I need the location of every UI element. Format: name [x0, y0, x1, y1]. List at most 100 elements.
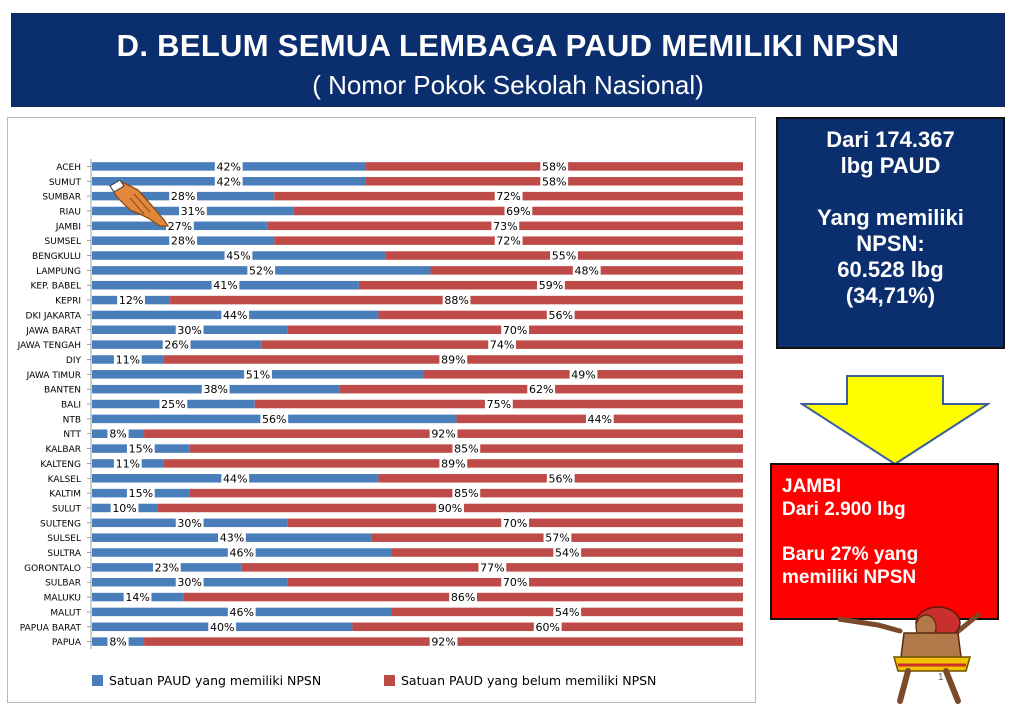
- data-label-belum-bg: [484, 397, 513, 412]
- data-label-memiliki: 8%: [109, 636, 126, 649]
- data-label-memiliki-bg: [169, 189, 198, 204]
- summary-line: 60.528 lbg: [837, 257, 944, 282]
- data-label-memiliki-bg: [113, 352, 142, 367]
- title-banner: D. BELUM SEMUA LEMBAGA PAUD MEMILIKI NPS…: [11, 13, 1005, 107]
- category-label: KEPRI: [55, 297, 81, 307]
- data-label-memiliki-bg: [175, 322, 204, 337]
- data-label-memiliki-bg: [159, 397, 188, 412]
- jambi-line: memiliki NPSN: [782, 567, 917, 588]
- data-label-memiliki-bg: [247, 263, 276, 278]
- data-label-belum-bg: [585, 411, 614, 426]
- category-label: NTB: [63, 415, 81, 425]
- data-label-belum: 70%: [503, 324, 527, 337]
- data-label-belum-bg: [550, 248, 578, 263]
- category-label: SULBAR: [45, 579, 81, 589]
- data-label-memiliki-bg: [227, 545, 256, 560]
- data-label-belum-bg: [501, 575, 530, 590]
- data-label-belum: 89%: [441, 457, 465, 470]
- data-label-memiliki: 44%: [223, 472, 247, 485]
- data-label-belum: 54%: [555, 547, 579, 560]
- data-label-memiliki: 30%: [177, 576, 201, 589]
- data-label-memiliki-bg: [107, 634, 129, 649]
- category-label: SUMSEL: [45, 237, 81, 247]
- data-label-belum: 58%: [542, 175, 566, 188]
- chart-frame: ACEH 42% 58% SUMUT 42% 58% SUMBAR 28% 72% RIAU 31%…: [7, 117, 756, 703]
- data-label-memiliki: 43%: [220, 532, 244, 545]
- category-label: MALUKU: [44, 594, 81, 604]
- data-label-belum-bg: [569, 367, 598, 382]
- data-label-belum-bg: [439, 456, 468, 471]
- category-label: BENGKULU: [32, 252, 81, 262]
- data-label-belum: 58%: [542, 160, 566, 173]
- data-label-memiliki: 30%: [177, 324, 201, 337]
- data-label-belum-bg: [491, 218, 520, 233]
- jambi-line: Dari 2.900 lbg: [782, 499, 906, 520]
- data-label-belum: 88%: [444, 294, 468, 307]
- data-label-memiliki: 52%: [249, 264, 273, 277]
- category-label: NTT: [63, 430, 81, 440]
- data-label-belum-bg: [527, 382, 556, 397]
- data-label-memiliki: 8%: [109, 428, 126, 441]
- data-label-memiliki-bg: [224, 248, 253, 263]
- data-label-belum: 85%: [454, 443, 478, 456]
- category-label: JAWA TIMUR: [26, 371, 81, 381]
- data-label-memiliki-bg: [221, 307, 250, 322]
- data-label-memiliki-bg: [221, 471, 250, 486]
- data-label-belum: 69%: [506, 205, 530, 218]
- summary-line: NPSN:: [856, 231, 925, 256]
- data-label-belum: 56%: [548, 309, 572, 322]
- data-label-memiliki: 38%: [203, 383, 227, 396]
- data-label-belum: 92%: [431, 636, 455, 649]
- data-label-belum-bg: [537, 278, 565, 293]
- data-label-belum: 56%: [548, 472, 572, 485]
- data-label-memiliki-bg: [208, 619, 237, 634]
- pointing-hand-icon: [109, 180, 170, 227]
- data-label-belum-bg: [501, 515, 530, 530]
- data-label-belum-bg: [452, 486, 481, 501]
- data-label-memiliki-bg: [107, 426, 129, 441]
- data-label-belum-bg: [478, 560, 507, 575]
- data-label-belum-bg: [504, 203, 533, 218]
- data-label-belum: 59%: [539, 279, 563, 292]
- data-label-belum: 70%: [503, 576, 527, 589]
- category-label: KALBAR: [46, 445, 82, 455]
- data-label-memiliki: 14%: [125, 591, 149, 604]
- data-label-memiliki: 12%: [119, 294, 143, 307]
- data-label-belum-bg: [546, 307, 575, 322]
- category-label: SUMBAR: [42, 193, 81, 203]
- data-label-belum-bg: [533, 619, 562, 634]
- data-label-memiliki-bg: [165, 218, 194, 233]
- legend-swatch: [384, 675, 395, 686]
- data-label-memiliki: 25%: [161, 398, 185, 411]
- data-label-belum-bg: [540, 159, 569, 174]
- total-summary-box: Dari 174.367 lbg PAUD Yang memiliki NPSN…: [776, 117, 1005, 349]
- data-label-memiliki-bg: [201, 382, 230, 397]
- data-label-belum-bg: [540, 174, 569, 189]
- data-label-belum-bg: [553, 604, 582, 619]
- data-label-memiliki: 56%: [262, 413, 286, 426]
- data-label-belum-bg: [494, 233, 523, 248]
- category-label: BALI: [61, 401, 81, 411]
- category-label: DKI JAKARTA: [26, 311, 82, 321]
- data-label-belum: 54%: [555, 606, 579, 619]
- data-label-memiliki-bg: [175, 515, 204, 530]
- data-label-memiliki-bg: [211, 278, 240, 293]
- category-label: SULSEL: [47, 534, 81, 544]
- data-label-belum-bg: [439, 352, 468, 367]
- data-label-memiliki: 10%: [112, 502, 136, 515]
- data-label-belum: 72%: [496, 235, 520, 248]
- data-label-memiliki: 42%: [216, 160, 240, 173]
- data-label-memiliki: 44%: [223, 309, 247, 322]
- jambi-line: JAMBI: [782, 476, 842, 497]
- data-label-memiliki-bg: [169, 233, 198, 248]
- data-label-belum-bg: [442, 293, 471, 308]
- data-label-belum: 74%: [490, 339, 514, 352]
- data-label-belum: 72%: [496, 190, 520, 203]
- data-label-belum-bg: [543, 530, 572, 545]
- category-label: GORONTALO: [24, 564, 81, 574]
- data-label-memiliki: 30%: [177, 517, 201, 530]
- data-label-belum: 90%: [438, 502, 462, 515]
- data-label-memiliki-bg: [227, 604, 256, 619]
- data-label-belum-bg: [546, 471, 575, 486]
- data-label-belum: 89%: [441, 353, 465, 366]
